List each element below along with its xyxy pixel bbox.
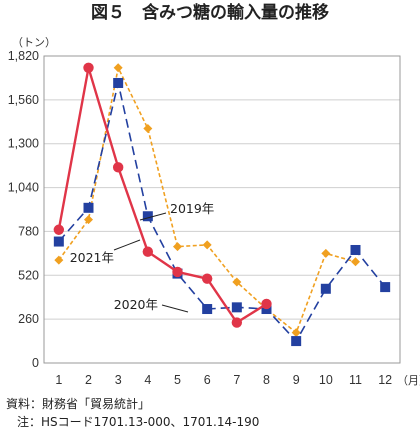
x-tick-label: 12 bbox=[378, 373, 392, 387]
y-tick-label: 780 bbox=[18, 224, 39, 238]
data-point bbox=[231, 317, 243, 328]
data-point bbox=[291, 328, 301, 338]
callout-leader bbox=[161, 304, 189, 313]
data-point bbox=[380, 282, 391, 293]
y-tick-label: 0 bbox=[32, 356, 39, 370]
series-line bbox=[58, 82, 386, 342]
y-tick-label: 260 bbox=[18, 312, 39, 326]
y-tick-label: 1,300 bbox=[8, 137, 39, 151]
data-point bbox=[142, 246, 154, 257]
data-point bbox=[202, 304, 213, 315]
x-tick-label: 1 bbox=[55, 373, 62, 387]
x-tick-label: 9 bbox=[293, 373, 300, 387]
data-point bbox=[113, 63, 123, 73]
y-tick-label: 1,560 bbox=[8, 93, 39, 107]
y-tick-label: 1,040 bbox=[8, 181, 39, 195]
x-tick-label: 4 bbox=[144, 373, 151, 387]
data-point bbox=[142, 211, 153, 222]
data-point bbox=[351, 257, 360, 267]
series-layer bbox=[53, 62, 391, 347]
x-tick-label: 11 bbox=[349, 373, 362, 387]
hs-code-note: 注：HSコード1701.13-000、1701.14-190 bbox=[17, 414, 259, 428]
data-point bbox=[173, 242, 182, 252]
data-point bbox=[231, 302, 242, 313]
data-point bbox=[350, 244, 361, 255]
data-point bbox=[83, 202, 94, 213]
callout-label: 2019年 bbox=[170, 201, 214, 216]
y-tick-label: 1,820 bbox=[8, 49, 39, 63]
data-point bbox=[53, 236, 64, 247]
data-point bbox=[261, 298, 272, 310]
source-note: 資料：財務省「貿易統計」 bbox=[6, 396, 150, 411]
y-tick-label: 520 bbox=[18, 268, 39, 282]
callout-label: 2021年 bbox=[70, 250, 114, 265]
x-tick-label: 3 bbox=[115, 373, 122, 387]
data-point bbox=[143, 124, 153, 134]
data-point bbox=[84, 215, 93, 225]
x-tick-label: 8 bbox=[263, 373, 270, 387]
x-tick-label: 5 bbox=[174, 373, 181, 387]
x-tick-label: 10 bbox=[319, 373, 333, 387]
data-point bbox=[53, 224, 65, 235]
data-point bbox=[321, 248, 331, 258]
data-point bbox=[291, 336, 302, 347]
plot-frame bbox=[43, 55, 401, 364]
x-tick-label: 2 bbox=[85, 373, 92, 387]
data-point bbox=[232, 277, 242, 287]
callout-leader bbox=[139, 212, 167, 221]
y-axis-ticks: 0 260 520 780 1,040 1,300 1,560 1,820 bbox=[8, 49, 39, 370]
data-point bbox=[320, 283, 331, 294]
data-point bbox=[113, 77, 124, 88]
series-2019年 bbox=[54, 63, 360, 338]
x-tick-label: 6 bbox=[204, 373, 211, 387]
callout-label: 2020年 bbox=[114, 297, 158, 312]
x-axis-unit: （月） bbox=[397, 374, 420, 387]
data-point bbox=[201, 273, 213, 284]
x-tick-label: 7 bbox=[233, 373, 240, 387]
y-axis-unit: （トン） bbox=[12, 36, 56, 49]
data-point bbox=[172, 266, 183, 278]
series-line bbox=[57, 66, 268, 324]
data-point bbox=[54, 255, 64, 265]
x-axis-ticks: 1 2 3 4 5 6 7 8 9 10 11 12 bbox=[55, 373, 392, 387]
series-2021年 bbox=[53, 62, 272, 328]
callouts: 2019年 2021年 2020年 bbox=[70, 201, 214, 313]
data-point bbox=[202, 240, 212, 250]
chart-title: 図５ 含みつ糖の輸入量の推移 bbox=[91, 2, 329, 23]
data-point bbox=[83, 62, 94, 74]
data-point bbox=[112, 162, 124, 173]
callout-leader bbox=[113, 239, 141, 251]
